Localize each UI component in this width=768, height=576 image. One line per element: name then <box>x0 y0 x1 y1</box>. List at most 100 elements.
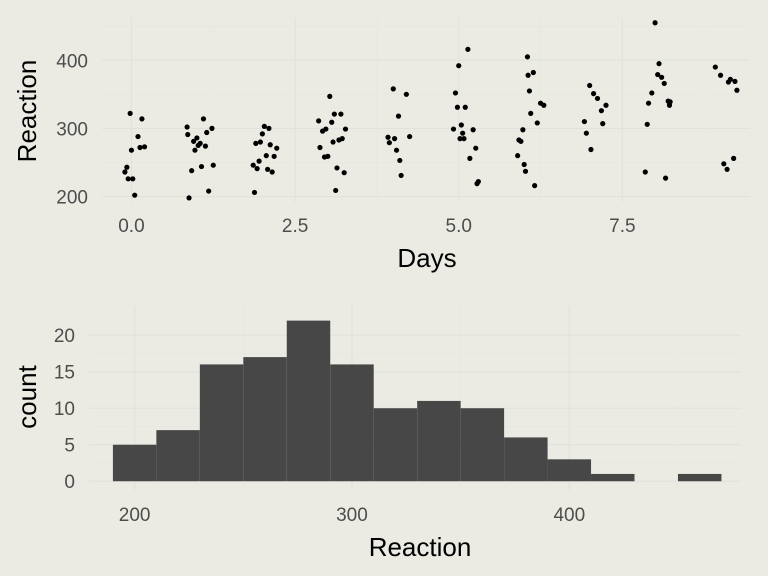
scatter-point <box>457 136 463 142</box>
scatter-point <box>130 176 136 182</box>
scatter-point <box>135 133 141 140</box>
scatter-point <box>331 111 337 117</box>
scatter-point <box>125 176 131 182</box>
histogram-y-axis-title: count <box>12 364 42 428</box>
histogram-y-tick-label: 15 <box>54 363 75 384</box>
scatter-point <box>473 145 479 151</box>
scatter-points <box>122 20 740 201</box>
scatter-point <box>515 153 521 159</box>
scatter-point <box>198 163 205 170</box>
scatter-point <box>522 168 529 174</box>
scatter-point <box>644 121 650 127</box>
scatter-point <box>200 116 207 122</box>
scatter-point <box>645 100 652 106</box>
histogram-y-tick-label: 20 <box>54 326 75 347</box>
histogram-panel: 200 300 400 0 5 10 15 20 Reaction count <box>12 306 741 562</box>
scatter-point <box>598 108 605 114</box>
scatter-point <box>338 111 344 117</box>
scatter-point <box>341 170 347 176</box>
scatter-point <box>667 99 673 105</box>
scatter-point <box>583 130 589 136</box>
scatter-point <box>656 61 662 67</box>
scatter-point <box>603 102 609 108</box>
scatter-point <box>256 158 262 164</box>
scatter-x-tick-label: 7.5 <box>609 216 635 237</box>
scatter-point <box>581 118 588 125</box>
scatter-point <box>587 82 593 89</box>
scatter-point <box>659 74 665 80</box>
histogram-bar <box>156 430 200 482</box>
scatter-x-tick-label: 2.5 <box>282 216 308 237</box>
scatter-y-tick-label: 300 <box>56 119 88 140</box>
scatter-point <box>731 155 737 161</box>
scatter-point <box>458 122 464 128</box>
scatter-point <box>257 139 263 145</box>
scatter-point <box>137 144 143 151</box>
scatter-point <box>124 164 130 170</box>
scatter-point <box>391 136 398 142</box>
scatter-point <box>132 192 138 198</box>
scatter-point <box>317 144 323 151</box>
scatter-point <box>127 110 133 117</box>
histogram-y-tick-label: 0 <box>64 472 75 493</box>
scatter-point <box>642 169 648 175</box>
scatter-point <box>456 63 462 69</box>
scatter-point <box>398 172 404 179</box>
scatter-point <box>269 169 275 175</box>
scatter-point <box>475 178 481 185</box>
scatter-point <box>185 131 191 138</box>
scatter-point <box>194 135 200 141</box>
scatter-point <box>721 161 727 167</box>
scatter-y-tick-label: 200 <box>56 188 88 209</box>
scatter-point <box>652 20 658 26</box>
scatter-point <box>655 71 661 78</box>
scatter-point <box>600 121 606 127</box>
scatter-point <box>403 91 409 97</box>
scatter-point <box>266 125 272 131</box>
histogram-x-tick-labels: 200 300 400 <box>119 505 585 526</box>
scatter-point <box>251 189 258 196</box>
scatter-point <box>588 146 594 153</box>
scatter-x-tick-labels: 0.0 2.5 5.0 7.5 <box>118 216 635 237</box>
scatter-point <box>717 72 724 78</box>
scatter-point <box>386 140 392 146</box>
scatter-point <box>186 195 192 201</box>
scatter-point <box>253 140 259 146</box>
histogram-x-tick-label: 300 <box>336 505 368 526</box>
scatter-point <box>594 95 601 102</box>
scatter-point <box>271 153 277 159</box>
scatter-point <box>518 138 524 144</box>
histogram-y-tick-label: 5 <box>64 436 75 457</box>
scatter-point <box>122 169 128 175</box>
scatter-point <box>339 136 345 142</box>
scatter-point <box>139 116 145 122</box>
histogram-bar <box>330 364 374 482</box>
histogram-bar <box>547 459 592 482</box>
scatter-point <box>184 124 190 130</box>
scatter-point <box>390 86 396 92</box>
scatter-point <box>250 162 256 168</box>
scatter-point <box>397 157 403 164</box>
histogram-bar <box>677 473 722 482</box>
histogram-bar <box>243 357 287 482</box>
scatter-point <box>385 134 391 140</box>
scatter-point <box>534 120 540 126</box>
histogram-x-tick-label: 400 <box>553 505 585 526</box>
histogram-bar <box>460 408 505 482</box>
histogram-bar <box>199 364 244 482</box>
scatter-point <box>462 104 468 110</box>
scatter-point <box>662 175 669 181</box>
scatter-point <box>209 125 215 131</box>
scatter-point <box>254 166 260 172</box>
scatter-point <box>470 127 476 133</box>
scatter-point <box>327 93 333 99</box>
scatter-point <box>265 166 271 172</box>
histogram-x-axis-title: Reaction <box>369 532 472 562</box>
histogram-x-tick-label: 200 <box>119 505 151 526</box>
histogram-y-tick-label: 10 <box>54 399 75 420</box>
scatter-x-tick-label: 0.0 <box>118 216 144 237</box>
scatter-point <box>541 102 547 108</box>
scatter-point <box>461 136 467 142</box>
scatter-point <box>525 72 531 78</box>
scatter-x-tick-label: 5.0 <box>446 216 472 237</box>
